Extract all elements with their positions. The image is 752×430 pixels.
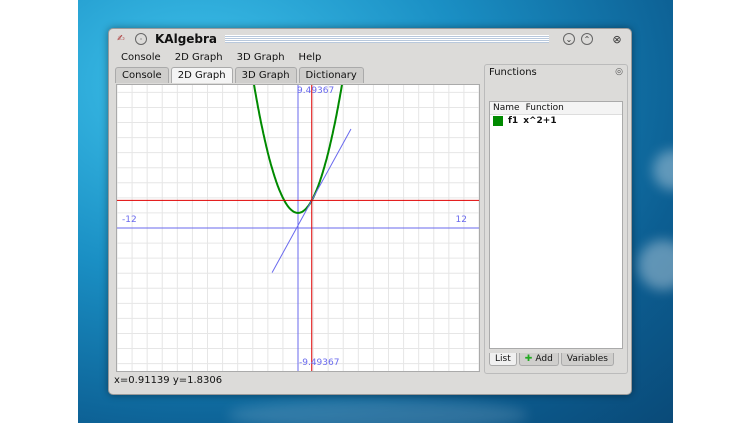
menu-bar: Console 2D Graph 3D Graph Help xyxy=(121,49,321,65)
x-min-label: -12 xyxy=(122,215,137,225)
close-button[interactable]: ⊗ xyxy=(612,32,622,46)
menu-2d-graph[interactable]: 2D Graph xyxy=(174,51,223,63)
title-bar[interactable]: ✍ · KAlgebra ⌄ ⌃ ⊗ xyxy=(109,29,631,49)
functions-title: Functions xyxy=(489,67,537,78)
function-curve-f1 xyxy=(253,85,343,214)
tab-bar: Console 2D Graph 3D Graph Dictionary xyxy=(115,67,364,83)
kalgebra-window: ✍ · KAlgebra ⌄ ⌃ ⊗ Console 2D Graph 3D G… xyxy=(108,28,632,395)
functions-panel: Functions ◎ Name Function f1 x^2+1 List … xyxy=(484,64,628,374)
tab-2d-graph[interactable]: 2D Graph xyxy=(170,67,233,83)
tab-console[interactable]: Console xyxy=(115,67,169,83)
graph-canvas[interactable]: -12 12 9.49367 -9.49367 xyxy=(116,84,480,372)
menu-3d-graph[interactable]: 3D Graph xyxy=(236,51,285,63)
column-name[interactable]: Name xyxy=(493,103,520,113)
color-swatch xyxy=(493,116,503,126)
tab-add-label: Add xyxy=(535,354,553,364)
maximize-button[interactable]: ⌃ xyxy=(581,33,593,45)
tab-dictionary[interactable]: Dictionary xyxy=(298,67,364,83)
list-header: Name Function xyxy=(490,102,622,115)
menu-help[interactable]: Help xyxy=(298,51,322,63)
column-function[interactable]: Function xyxy=(525,103,564,113)
menu-console[interactable]: Console xyxy=(121,51,161,63)
panel-close-icon[interactable]: ◎ xyxy=(615,67,623,77)
x-max-label: 12 xyxy=(455,215,467,225)
window-title: KAlgebra xyxy=(155,32,218,46)
y-min-label: -9.49367 xyxy=(299,358,340,368)
y-max-label: 9.49367 xyxy=(297,86,335,96)
app-icon[interactable]: ✍ xyxy=(117,34,125,44)
plus-icon: ✚ xyxy=(524,354,536,364)
status-bar: x=0.91139 y=1.8306 xyxy=(114,375,223,386)
function-expression: x^2+1 xyxy=(523,116,557,126)
minimize-button[interactable]: ⌄ xyxy=(563,33,575,45)
tab-3d-graph[interactable]: 3D Graph xyxy=(234,67,297,83)
function-name: f1 xyxy=(508,116,519,126)
panel-tabs: List ✚ Add Variables xyxy=(489,353,614,366)
menu-button[interactable]: · xyxy=(135,33,147,45)
tab-variables[interactable]: Variables xyxy=(560,353,614,366)
tab-list[interactable]: List xyxy=(489,353,517,366)
list-item[interactable]: f1 x^2+1 xyxy=(490,115,622,127)
function-list[interactable]: Name Function f1 x^2+1 xyxy=(489,101,623,349)
title-decoration xyxy=(225,35,549,43)
tab-add[interactable]: ✚ Add xyxy=(518,353,559,366)
